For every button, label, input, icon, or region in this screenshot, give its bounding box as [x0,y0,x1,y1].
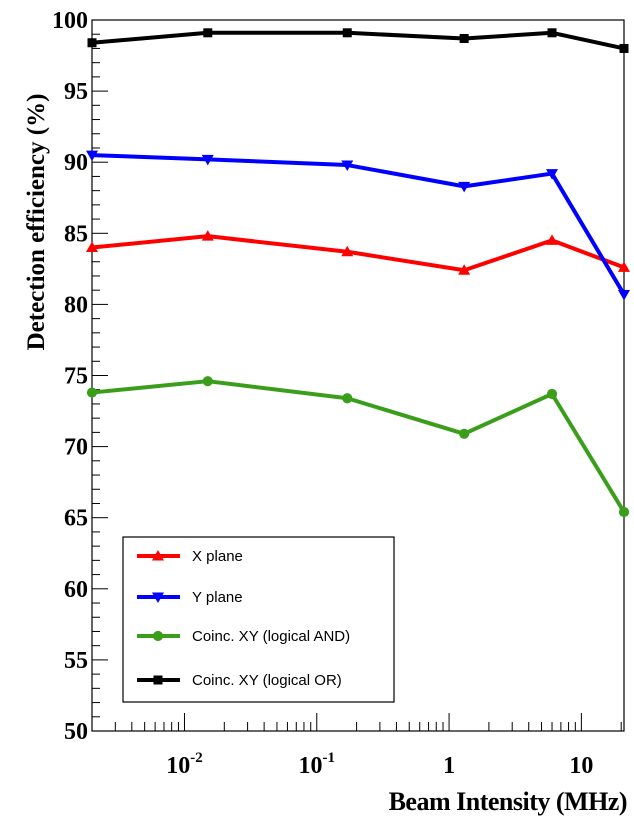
data-point [546,234,559,245]
data-point [546,388,558,400]
x-tick-label: 1 [443,753,455,779]
data-point [342,393,353,404]
data-point [546,169,559,180]
series-line [91,30,625,51]
data-point [618,506,630,518]
y-tick-label: 80 [64,292,88,318]
series-1 [86,230,630,275]
legend-label: Coinc. XY (logical OR) [192,672,342,689]
y-tick-label: 70 [64,435,88,461]
y-tick-label: 60 [64,577,88,603]
data-point [459,33,469,43]
y-tick-label: 100 [52,8,88,34]
data-point [341,160,354,172]
tick-labels: 50 55 60 65 70 75 80 85 90 95 100 10-2 10-1 1 10 [52,8,593,779]
data-point [619,43,629,53]
legend-marker [153,675,163,685]
data-point [202,376,213,387]
legend-label: X plane [192,548,243,565]
legend-box [122,536,395,703]
y-tick-label: 65 [64,506,88,532]
y-tick-label: 95 [64,79,88,105]
data-point [87,38,97,48]
y-tick-label: 85 [64,221,88,247]
legend-marker [152,592,164,603]
series-line [91,153,626,296]
data-point [86,387,98,398]
data-point [86,150,98,162]
tick-marks [91,19,622,732]
y-tick-label: 50 [64,719,88,745]
y-tick-label: 90 [64,150,88,176]
legend-marker [152,550,164,561]
x-tick-label: 10-2 [166,750,203,779]
x-tick-label: 10 [569,753,593,779]
data-point [342,28,352,38]
series-4 [87,28,629,53]
data-point [458,264,471,275]
data-point [547,28,557,38]
legend-marker [152,630,164,642]
data-point [458,181,471,193]
y-tick-label: 55 [64,648,88,674]
data-point [201,154,214,166]
legend-label: Y plane [192,589,243,606]
data-point [618,289,630,301]
series-2 [86,150,630,301]
data-point [341,245,354,257]
data-point [86,241,98,253]
data-point [459,428,470,439]
x-axis-label: Beam Intensity (MHz) [389,787,627,816]
x-tick-label: 10-1 [299,750,336,779]
series-3 [86,376,630,518]
legend: X plane Y plane Coinc. XY (logical AND) Coi… [122,536,395,703]
data-point [618,261,630,272]
series-line [91,234,625,273]
series-group [86,28,630,518]
y-axis-label: Detection efficiency (%) [23,94,50,351]
legend-label: Coinc. XY (logical AND) [192,628,350,645]
series-line [91,379,626,514]
data-point [203,28,213,38]
y-tick-label: 75 [64,364,88,390]
data-point [201,230,214,241]
